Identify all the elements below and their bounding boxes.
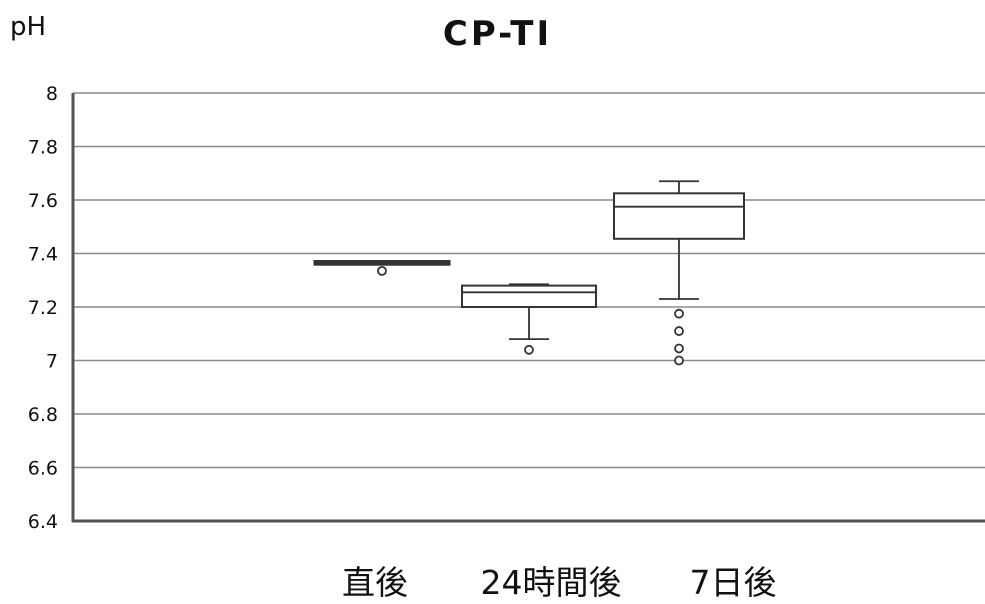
outlier-point [524,344,534,355]
x-category-labels: 直後 24時間後 7日後 [342,563,777,602]
outlier-point [674,308,684,319]
y-axis-label: pH [10,12,47,42]
x-category-label: 直後 [342,563,408,602]
outlier-point [674,326,684,336]
x-category-label: 24時間後 [481,563,622,602]
y-tick-label: 7.8 [28,137,58,159]
y-tick-label: 7.2 [28,297,58,319]
box-group [461,283,597,355]
outlier-point [674,355,684,366]
x-category-label: 7日後 [690,563,777,602]
box [461,284,597,309]
box-group [313,260,451,276]
y-tick-label: 8 [46,83,58,105]
outlier-point [674,343,684,354]
outlier-point [377,265,387,276]
y-tick-label: 7.6 [28,190,58,212]
y-tick-label: 7.4 [28,244,58,266]
y-tick-label: 6.4 [28,511,58,533]
y-tick-label: 6.6 [28,458,58,480]
box [613,192,745,240]
boxes [313,180,745,366]
y-tick-label: 6.8 [28,404,58,426]
gridlines [73,92,985,469]
y-tick-labels: 8 7.8 7.6 7.4 7.2 7 6.8 6.6 6.4 [28,83,58,533]
box-group [613,180,745,366]
axes [71,93,985,523]
y-tick-label: 7 [46,351,58,373]
chart-title: CP-TI [442,14,553,54]
